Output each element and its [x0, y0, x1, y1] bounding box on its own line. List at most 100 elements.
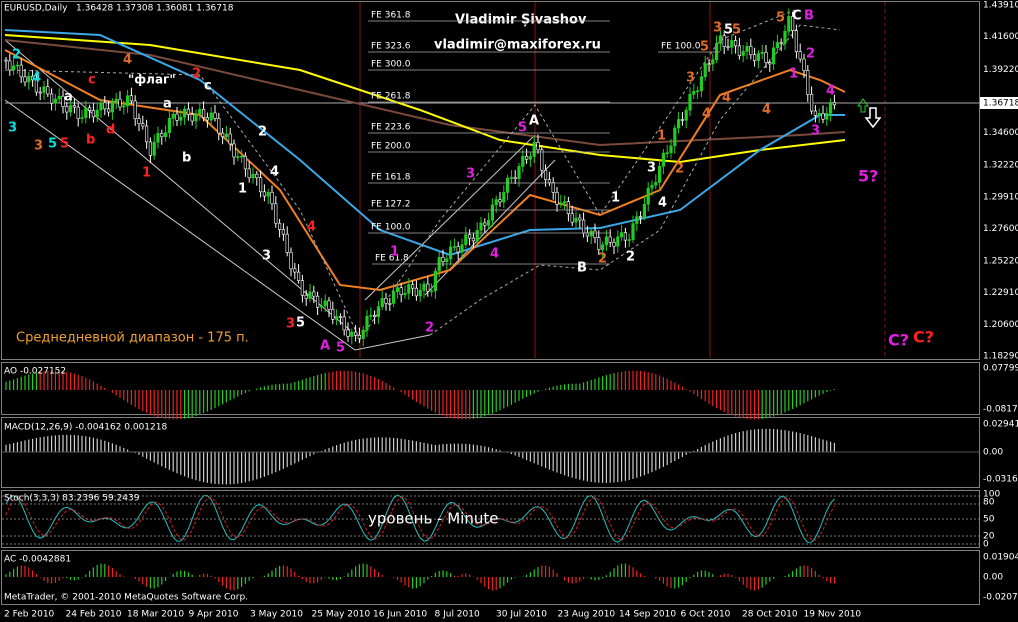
- candle-body: [532, 142, 536, 157]
- candle-body: [289, 252, 293, 270]
- candle-body: [817, 113, 821, 116]
- candle-body: [80, 117, 84, 119]
- candle-body: [91, 110, 95, 118]
- candle-body: [597, 237, 601, 250]
- candle-body: [821, 113, 825, 120]
- wave-label: B: [577, 261, 587, 276]
- candle-body: [733, 40, 738, 47]
- candle-body: [665, 152, 669, 154]
- stoch-main: [5, 494, 835, 543]
- candle-body: [581, 219, 586, 234]
- candle-body: [433, 270, 438, 292]
- candle-body: [122, 105, 126, 108]
- fe-label: FE 127.2: [371, 200, 411, 210]
- candle-body: [486, 219, 491, 226]
- candle-body: [414, 287, 419, 297]
- date-label: 19 Nov 2010: [804, 610, 862, 620]
- wave-label: 5: [336, 341, 345, 356]
- indicator-scale: 50: [983, 515, 995, 525]
- candle-body: [95, 109, 99, 118]
- candle-body: [460, 244, 464, 253]
- candle-body: [536, 142, 540, 151]
- wave-label: 3: [713, 21, 722, 36]
- candle-body: [327, 300, 331, 310]
- wave-label: 5: [60, 137, 69, 152]
- candle-body: [513, 177, 517, 180]
- wave-label: b: [182, 151, 191, 166]
- candle-body: [657, 165, 662, 183]
- candle-body: [281, 229, 286, 235]
- price-label: 1.39220: [983, 65, 1018, 75]
- candle-body: [445, 258, 449, 263]
- fe-label: FE 61.8: [375, 254, 409, 264]
- price-label: 1.32220: [983, 161, 1018, 171]
- candle-body: [53, 98, 57, 104]
- candle-body: [312, 291, 316, 297]
- date-label: 9 Apr 2010: [189, 610, 239, 620]
- candle-body: [551, 182, 555, 193]
- candle-body: [164, 132, 168, 138]
- candle-body: [304, 294, 308, 299]
- wave-label: 2: [192, 67, 201, 82]
- wave-label: 4: [307, 220, 316, 235]
- candle-body: [334, 316, 339, 320]
- candle-body: [654, 182, 658, 186]
- candle-body: [627, 239, 631, 241]
- indicator-scale: 20: [983, 532, 995, 542]
- wave-label: 4: [722, 91, 731, 106]
- wave-label: C?: [888, 331, 909, 350]
- candle-body: [357, 335, 362, 339]
- candle-body: [790, 16, 795, 31]
- wave-label: b: [86, 133, 95, 148]
- candle-body: [38, 91, 42, 94]
- candle-body: [787, 16, 791, 32]
- candle-body: [323, 300, 327, 307]
- candle-body: [69, 105, 73, 113]
- wave-label: 5: [732, 23, 741, 38]
- candle-body: [509, 177, 514, 179]
- candle-body: [631, 223, 635, 240]
- candle-body: [30, 75, 35, 81]
- candle-body: [524, 156, 529, 160]
- candle-body: [217, 118, 221, 134]
- candle-body: [490, 204, 495, 221]
- candle-body: [61, 95, 65, 107]
- candle-body: [448, 246, 453, 260]
- candle-body: [464, 234, 468, 246]
- candle-body: [167, 118, 172, 133]
- date-label: 24 Feb 2010: [66, 610, 122, 620]
- candle-body: [832, 102, 836, 106]
- candle-body: [391, 291, 396, 304]
- candle-body: [562, 201, 567, 204]
- date-label: 28 Oct 2010: [742, 610, 798, 620]
- stoch-frame: [1, 490, 980, 548]
- candle-body: [608, 236, 612, 243]
- wave-label: 3: [34, 139, 43, 154]
- channel: [4, 99, 431, 351]
- candle-body: [107, 108, 111, 113]
- candle-body: [65, 106, 69, 113]
- candle-body: [365, 315, 369, 331]
- wave-label: 4: [123, 53, 132, 68]
- candle-body: [547, 179, 551, 183]
- ma-yellow: [4, 34, 846, 164]
- trend-lines: [4, 9, 980, 351]
- wave-label: d: [106, 123, 115, 138]
- date-label: 18 Mar 2010: [127, 610, 184, 620]
- candle-body: [764, 52, 768, 63]
- candle-body: [540, 149, 544, 171]
- candle-body: [661, 152, 665, 167]
- ac-frame: [1, 550, 980, 605]
- candle-body: [825, 112, 829, 120]
- candle-body: [372, 315, 377, 317]
- wave-label: 2: [626, 250, 635, 265]
- candle-body: [232, 143, 236, 158]
- wave-label: 3: [286, 317, 295, 332]
- date-label: 25 May 2010: [312, 610, 371, 620]
- candle-body: [707, 63, 711, 66]
- price-label: 1.22910: [983, 288, 1018, 298]
- wave-label: 3: [466, 167, 475, 182]
- candle-body: [498, 199, 502, 203]
- wave-label: 4: [702, 107, 711, 122]
- candle-body: [228, 133, 232, 145]
